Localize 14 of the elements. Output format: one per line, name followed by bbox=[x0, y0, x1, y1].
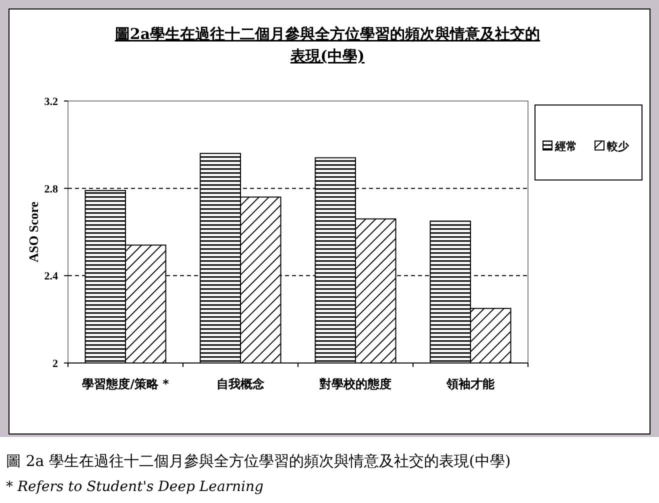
legend-label: 經常 bbox=[554, 140, 577, 153]
y-tick-label: 2.4 bbox=[44, 270, 58, 283]
x-tick-label: 自我概念 bbox=[216, 377, 266, 391]
y-tick-label: 2.8 bbox=[44, 183, 58, 196]
y-tick-label: 2 bbox=[52, 358, 58, 370]
y-tick-label: 3.2 bbox=[44, 96, 58, 108]
caption: 圖 2a 學生在過往十二個月參與全方位學習的頻次與情意及社交的表現(中學) bbox=[6, 452, 511, 470]
y-axis-title: ASO Score bbox=[26, 201, 41, 262]
chart-title: 圖2a學生在過往十二個月參與全方位學習的頻次與情意及社交的表現(中學) bbox=[114, 25, 540, 65]
x-tick-label: 對學校的態度 bbox=[318, 377, 392, 391]
x-tick-label: 領袖才能 bbox=[446, 377, 496, 391]
legend-label: 較少 bbox=[606, 140, 630, 153]
x-tick-label: 學習態度/策略 * bbox=[82, 377, 170, 391]
text: * Refers to Student's Deep Learning bbox=[6, 479, 264, 495]
